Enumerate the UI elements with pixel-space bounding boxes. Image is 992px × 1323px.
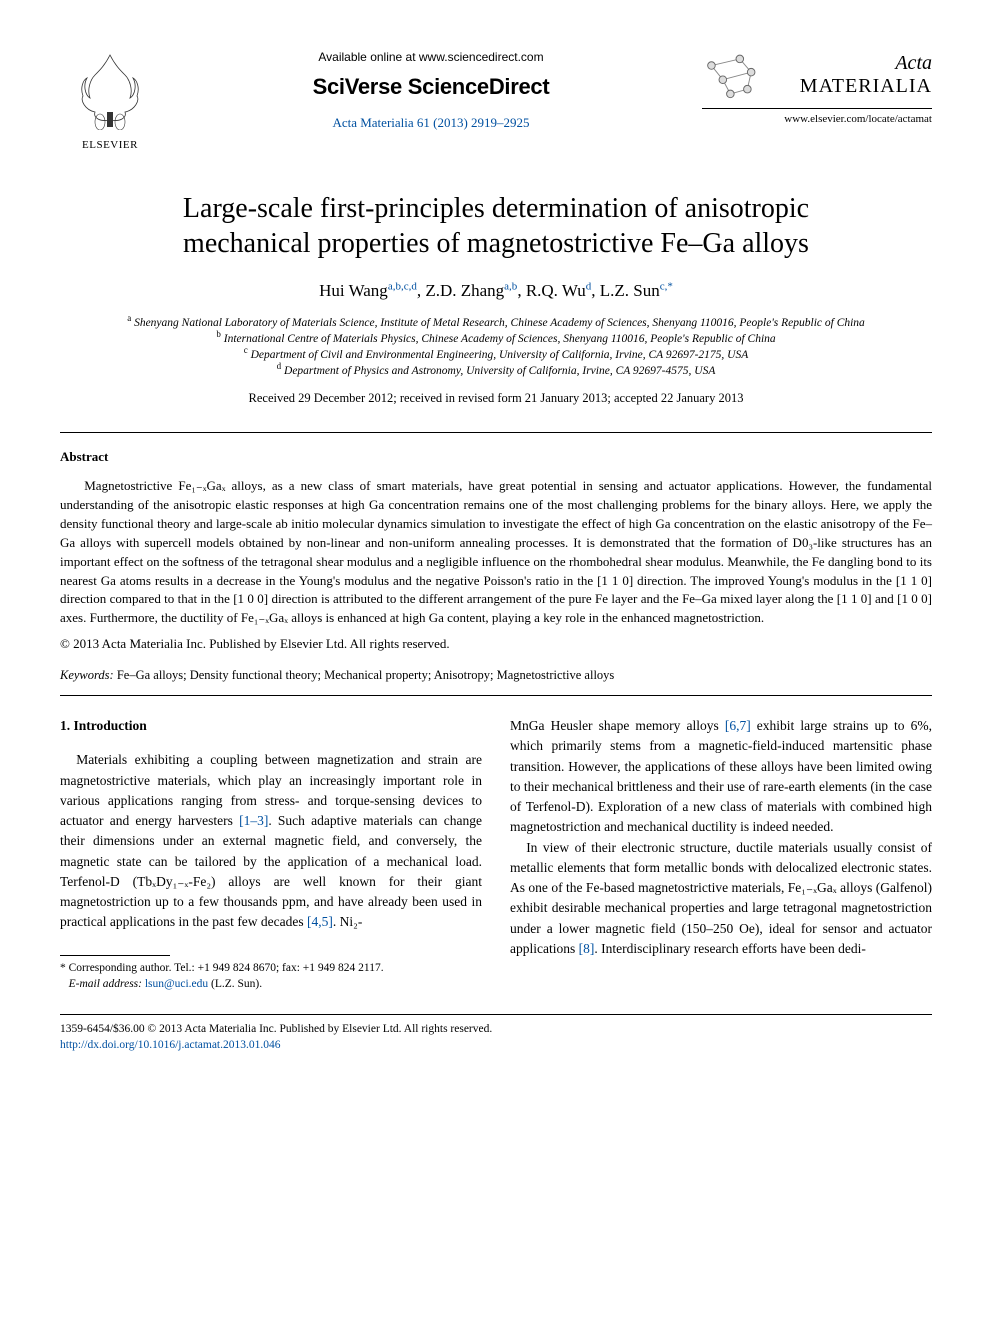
corresponding-line-1: * Corresponding author. Tel.: +1 949 824…: [60, 960, 482, 976]
footer-rule: [60, 1014, 932, 1015]
intro-paragraph-2: In view of their electronic structure, d…: [510, 838, 932, 960]
publisher-label: ELSEVIER: [60, 139, 160, 151]
corresponding-email-link[interactable]: lsun@uci.edu: [145, 978, 208, 990]
journal-reference-link[interactable]: Acta Materialia 61 (2013) 2919–2925: [332, 115, 529, 130]
corresponding-rule: [60, 955, 170, 956]
column-left: 1. Introduction Materials exhibiting a c…: [60, 716, 482, 992]
section-rule-top: [60, 432, 932, 433]
center-header: Available online at www.sciencedirect.co…: [160, 50, 702, 132]
ref-8[interactable]: [8]: [579, 941, 595, 956]
journal-rule: [702, 108, 932, 109]
author-4: L.Z. Sunc,*: [600, 281, 673, 300]
ref-6-7[interactable]: [6,7]: [725, 718, 751, 733]
doi-link[interactable]: http://dx.doi.org/10.1016/j.actamat.2013…: [60, 1039, 281, 1051]
journal-url: www.elsevier.com/locate/actamat: [702, 113, 932, 125]
journal-block: Acta MATERIALIA www.elsevier.com/locate/…: [702, 50, 932, 125]
keywords-label: Keywords:: [60, 668, 114, 682]
ref-1-3[interactable]: [1–3]: [239, 813, 268, 828]
article-title: Large-scale first-principles determinati…: [100, 191, 892, 261]
abstract-heading: Abstract: [60, 449, 932, 465]
email-label: E-mail address:: [69, 978, 145, 990]
affiliation-d: d Department of Physics and Astronomy, U…: [60, 363, 932, 379]
elsevier-tree-icon: [75, 50, 145, 130]
corresponding-line-2: E-mail address: lsun@uci.edu (L.Z. Sun).: [60, 976, 482, 992]
keywords: Keywords: Fe–Ga alloys; Density function…: [60, 668, 932, 683]
journal-name-acta: Acta: [895, 52, 932, 74]
intro-paragraph-1-cont: MnGa Heusler shape memory alloys [6,7] e…: [510, 716, 932, 838]
section-1-heading: 1. Introduction: [60, 716, 482, 736]
paper-header: ELSEVIER Available online at www.science…: [60, 50, 932, 151]
abstract-copyright: © 2013 Acta Materialia Inc. Published by…: [60, 636, 932, 652]
author-list: Hui Wanga,b,c,d, Z.D. Zhanga,b, R.Q. Wud…: [60, 281, 932, 301]
section-rule-bottom: [60, 695, 932, 696]
platform-name: SciVerse ScienceDirect: [180, 74, 682, 100]
journal-logo: Acta MATERIALIA: [702, 50, 932, 100]
journal-name-materialia: MATERIALIA: [800, 75, 932, 97]
author-2: Z.D. Zhanga,b: [425, 281, 517, 300]
title-line-2: mechanical properties of magnetostrictiv…: [183, 228, 809, 259]
title-line-1: Large-scale first-principles determinati…: [183, 193, 809, 224]
corresponding-author: * Corresponding author. Tel.: +1 949 824…: [60, 960, 482, 992]
journal-name: Acta MATERIALIA: [767, 52, 932, 98]
body-columns: 1. Introduction Materials exhibiting a c…: [60, 716, 932, 992]
article-dates: Received 29 December 2012; received in r…: [60, 391, 932, 406]
publisher-block: ELSEVIER: [60, 50, 160, 151]
author-3: R.Q. Wud: [526, 281, 591, 300]
column-right: MnGa Heusler shape memory alloys [6,7] e…: [510, 716, 932, 992]
author-1: Hui Wanga,b,c,d: [319, 281, 417, 300]
acta-lattice-icon: [702, 50, 759, 100]
available-online-text: Available online at www.sciencedirect.co…: [180, 50, 682, 64]
affiliation-b: b International Centre of Materials Phys…: [60, 331, 932, 347]
ref-4-5[interactable]: [4,5]: [307, 914, 333, 929]
affiliation-c: c Department of Civil and Environmental …: [60, 347, 932, 363]
keywords-text: Fe–Ga alloys; Density functional theory;…: [114, 668, 615, 682]
footer-doi: http://dx.doi.org/10.1016/j.actamat.2013…: [60, 1037, 932, 1053]
footer-copyright: 1359-6454/$36.00 © 2013 Acta Materialia …: [60, 1021, 932, 1037]
intro-paragraph-1: Materials exhibiting a coupling between …: [60, 750, 482, 932]
affiliation-a: a Shenyang National Laboratory of Materi…: [60, 315, 932, 331]
abstract-body: Magnetostrictive Fe₁₋ₓGaₓ alloys, as a n…: [60, 477, 932, 628]
affiliation-list: a Shenyang National Laboratory of Materi…: [60, 315, 932, 379]
